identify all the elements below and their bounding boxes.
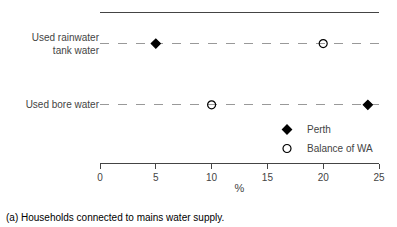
svg-text:%: % <box>235 182 245 194</box>
svg-text:Used bore water: Used bore water <box>26 99 100 110</box>
svg-text:25: 25 <box>373 172 385 183</box>
svg-text:(a) Households connected to ma: (a) Households connected to mains water … <box>6 212 224 223</box>
svg-text:20: 20 <box>318 172 330 183</box>
svg-text:0: 0 <box>97 172 103 183</box>
svg-text:10: 10 <box>206 172 218 183</box>
svg-text:Balance of WA: Balance of WA <box>307 143 373 154</box>
svg-text:Used rainwatertank water: Used rainwatertank water <box>32 32 100 56</box>
svg-text:5: 5 <box>153 172 159 183</box>
svg-text:Perth: Perth <box>307 124 331 135</box>
svg-text:15: 15 <box>262 172 274 183</box>
